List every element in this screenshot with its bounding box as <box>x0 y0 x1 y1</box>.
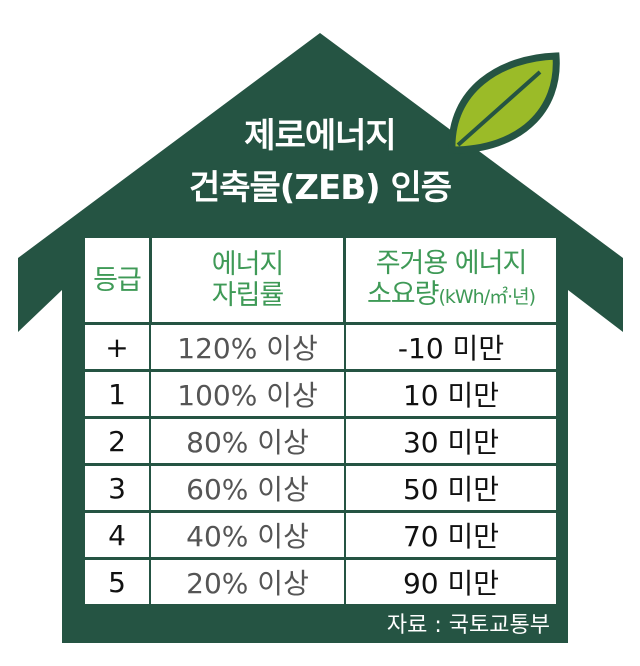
cell-rate: 80% 이상 <box>149 419 346 463</box>
header-usage-line2: 소요량 <box>366 278 440 310</box>
cell-grade: 3 <box>85 466 149 510</box>
header-usage: 주거용 에너지 소요량(kWh/㎡·년) <box>346 238 556 322</box>
table-row: 5 20% 이상 90 미만 <box>85 560 556 604</box>
cell-grade: 2 <box>85 419 149 463</box>
cell-grade: + <box>85 325 149 369</box>
table-row: 2 80% 이상 30 미만 <box>85 419 556 463</box>
cell-usage: 90 미만 <box>346 560 556 604</box>
title-line-1: 제로에너지 <box>244 116 396 156</box>
table-row: +120% 이상 -10 미만 <box>85 325 556 369</box>
cell-usage: 50 미만 <box>346 466 556 510</box>
header-usage-line1: 주거용 에너지 <box>375 247 528 279</box>
table-row: 3 60% 이상 50 미만 <box>85 466 556 510</box>
cell-usage: 30 미만 <box>346 419 556 463</box>
title-line-2: 건축물(ZEB) 인증 <box>188 168 452 208</box>
cell-rate: 60% 이상 <box>149 466 346 510</box>
cell-usage: -10 미만 <box>346 325 556 369</box>
header-rate-line1: 에너지 <box>211 249 285 280</box>
cell-grade: 1 <box>85 372 149 416</box>
cell-grade: 5 <box>85 560 149 604</box>
header-rate-line2: 자립률 <box>211 280 285 311</box>
zeb-grade-table: 등급 에너지 자립률 주거용 에너지 소요량(kWh/㎡·년) +120% 이상 -1… <box>85 235 556 607</box>
cell-grade: 4 <box>85 513 149 557</box>
cell-rate: 100% 이상 <box>149 372 346 416</box>
cell-rate: 120% 이상 <box>149 325 346 369</box>
cell-usage: 70 미만 <box>346 513 556 557</box>
cell-rate: 20% 이상 <box>149 560 346 604</box>
header-rate: 에너지 자립률 <box>149 238 346 322</box>
cell-usage: 10 미만 <box>346 372 556 416</box>
table-row: 1 100% 이상 10 미만 <box>85 372 556 416</box>
table-row: 4 40% 이상 70 미만 <box>85 513 556 557</box>
source-credit: 자료 : 국토교통부 <box>386 613 550 638</box>
leaf-icon <box>448 52 560 154</box>
cell-rate: 40% 이상 <box>149 513 346 557</box>
table-header: 등급 에너지 자립률 주거용 에너지 소요량(kWh/㎡·년) <box>85 238 556 322</box>
header-usage-unit: (kWh/㎡·년) <box>438 285 536 308</box>
header-grade: 등급 <box>85 238 149 322</box>
